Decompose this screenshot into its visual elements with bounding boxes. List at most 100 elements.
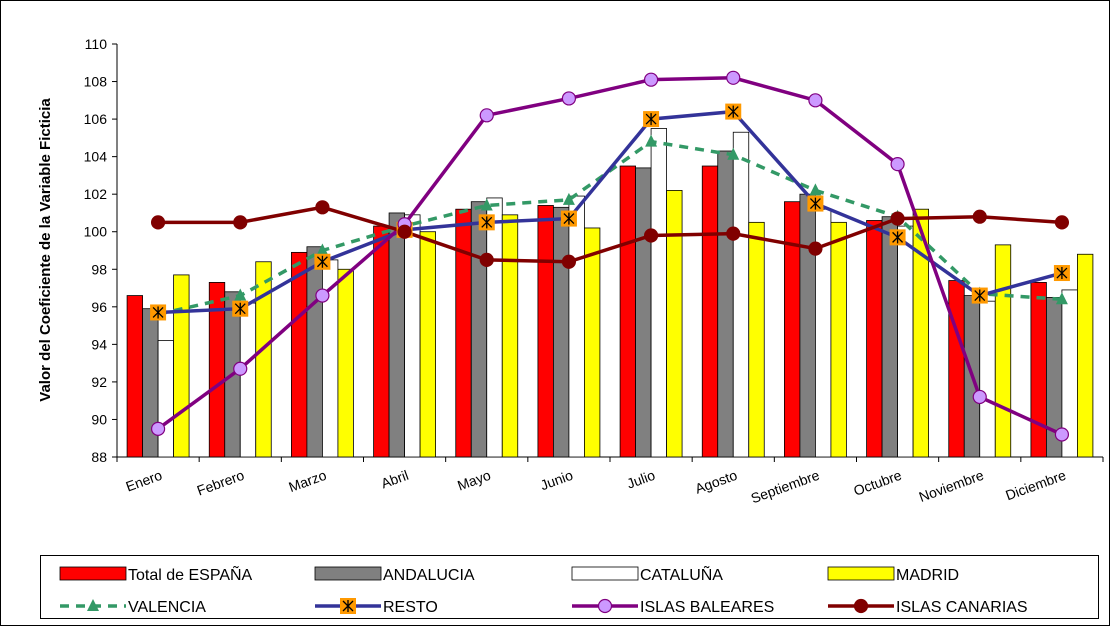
marker xyxy=(478,214,495,231)
marker-shape xyxy=(643,228,659,243)
bar xyxy=(650,128,667,458)
marker xyxy=(233,215,248,230)
legend-swatch xyxy=(59,566,127,581)
marker-shape xyxy=(645,113,657,126)
legend-swatch xyxy=(314,566,382,581)
marker xyxy=(725,103,742,120)
marker-shape xyxy=(150,421,166,436)
marker-shape xyxy=(561,91,577,106)
bar xyxy=(897,225,914,458)
marker-shape xyxy=(1054,427,1070,442)
bar xyxy=(157,340,174,458)
marker-shape xyxy=(563,212,575,225)
marker-shape xyxy=(1055,292,1068,305)
bar xyxy=(717,150,734,458)
bar xyxy=(470,201,488,458)
bar xyxy=(784,201,801,458)
marker-shape xyxy=(809,183,822,196)
marker xyxy=(479,252,494,267)
bar xyxy=(701,165,719,458)
marker-shape xyxy=(315,288,330,303)
marker-shape xyxy=(974,289,986,302)
legend-label: Total de ESPAÑA xyxy=(128,564,253,584)
bar xyxy=(1077,253,1094,458)
marker xyxy=(315,200,330,215)
marker xyxy=(807,195,824,212)
line xyxy=(158,109,1063,315)
marker-shape xyxy=(316,243,329,256)
bar xyxy=(337,268,354,458)
bar xyxy=(306,246,323,458)
bar xyxy=(239,302,257,458)
bar xyxy=(830,221,847,458)
marker xyxy=(1054,427,1070,442)
y-tick-label: 92 xyxy=(91,374,107,390)
marker-shape xyxy=(972,389,987,405)
marker-shape xyxy=(1056,267,1068,280)
marker-shape xyxy=(808,241,823,256)
bar xyxy=(732,131,750,458)
marker xyxy=(1055,292,1068,305)
marker xyxy=(316,243,329,256)
marker xyxy=(972,209,987,224)
bar xyxy=(568,195,585,458)
marker xyxy=(87,599,99,611)
marker-shape xyxy=(809,197,821,210)
marker-shape xyxy=(480,198,493,211)
legend-label: ISLAS BALEARES xyxy=(640,599,774,616)
bar xyxy=(126,295,143,458)
marker-shape xyxy=(152,306,164,319)
marker-shape xyxy=(562,192,575,205)
marker-shape xyxy=(479,108,494,123)
marker-shape xyxy=(643,72,659,87)
y-tick-label: 102 xyxy=(84,186,108,202)
marker-shape xyxy=(726,226,741,241)
marker-shape xyxy=(234,302,246,315)
bar xyxy=(635,167,652,458)
marker-shape xyxy=(853,598,869,614)
bar xyxy=(979,300,996,458)
marker xyxy=(808,241,823,256)
y-tick-label: 90 xyxy=(91,411,107,427)
marker xyxy=(480,198,493,211)
bar xyxy=(255,261,272,458)
y-tick-label: 98 xyxy=(91,261,107,277)
marker xyxy=(1054,215,1070,230)
bar xyxy=(994,244,1012,458)
bar xyxy=(553,206,570,458)
legend-swatch xyxy=(571,566,639,581)
marker-shape xyxy=(315,200,330,215)
marker-shape xyxy=(727,147,740,160)
bar xyxy=(748,221,765,458)
marker-shape xyxy=(727,105,739,118)
marker xyxy=(560,210,577,227)
bar xyxy=(866,220,883,458)
bar xyxy=(912,208,929,458)
bar xyxy=(173,274,190,458)
marker xyxy=(150,421,166,436)
marker xyxy=(561,254,577,269)
marker-shape xyxy=(645,134,658,147)
marker xyxy=(397,224,412,239)
marker-shape xyxy=(233,361,248,376)
marker xyxy=(643,228,659,243)
bar xyxy=(799,193,816,458)
marker-shape xyxy=(890,211,905,226)
marker xyxy=(597,598,613,614)
bar xyxy=(619,165,636,458)
bar xyxy=(501,214,519,458)
line xyxy=(158,205,1063,264)
marker-shape xyxy=(972,209,987,224)
marker-shape xyxy=(1054,215,1070,230)
legend-box xyxy=(40,555,1099,619)
marker xyxy=(643,111,660,128)
legend-label: CATALUÑA xyxy=(640,564,723,584)
marker-shape xyxy=(150,215,166,230)
bar xyxy=(455,208,472,458)
marker-shape xyxy=(726,70,741,85)
bar xyxy=(419,231,436,458)
marker xyxy=(643,72,659,87)
y-tick-label: 88 xyxy=(91,449,107,465)
